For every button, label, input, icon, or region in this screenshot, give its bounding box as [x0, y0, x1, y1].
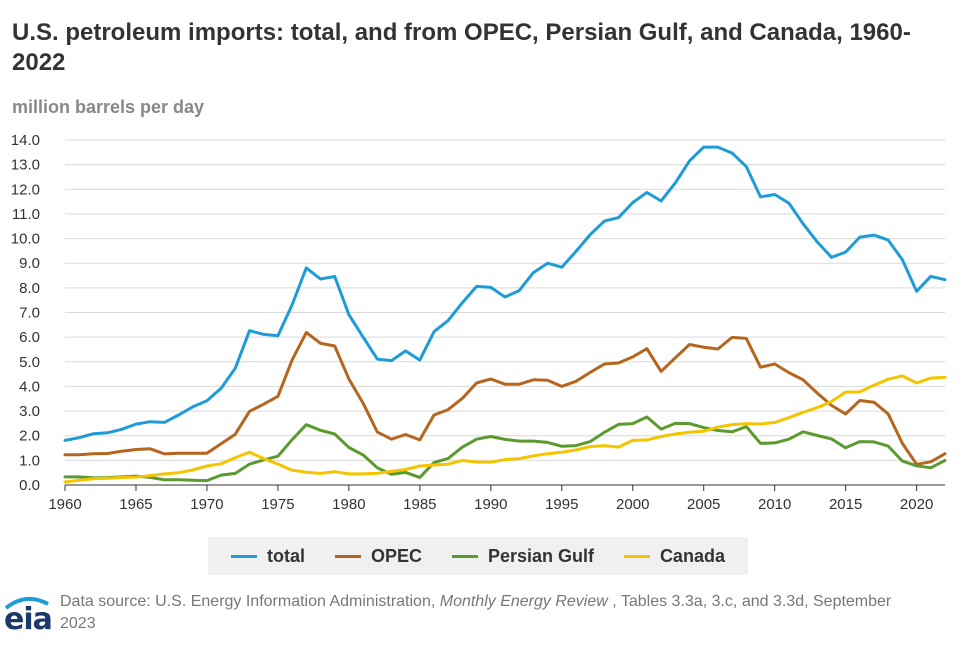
- y-tick-label: 13.0: [11, 157, 40, 174]
- y-tick-label: 0.0: [19, 477, 40, 494]
- legend-item-opec: OPEC: [334, 545, 422, 567]
- x-tick-label: 2020: [900, 496, 933, 513]
- series-line-persian-gulf: [63, 415, 947, 483]
- y-tick-label: 2.0: [19, 428, 40, 445]
- y-tick-label: 9.0: [19, 255, 40, 272]
- x-tick-label: 1975: [261, 496, 294, 513]
- series-lines: [63, 145, 947, 484]
- legend-item-persian-gulf: Persian Gulf: [451, 545, 594, 567]
- y-tick-label: 14.0: [11, 132, 40, 149]
- series-line-total: [63, 145, 947, 442]
- y-tick-label: 8.0: [19, 280, 40, 297]
- eia-logo-arc-icon: [4, 596, 49, 610]
- y-axis-ticks: 0.0 1.0 2.0 3.0 4.0 5.0 6.0 7.0 8.0 9.0 10.0 11.0 12…: [11, 132, 40, 494]
- legend-swatch-opec: [334, 554, 361, 558]
- legend-label-opec: OPEC: [370, 545, 422, 566]
- y-tick-label: 1.0: [19, 452, 40, 469]
- source-suffix: , Tables 3.3a, 3.c, and 3.3d, September …: [60, 593, 892, 632]
- legend-item-canada: Canada: [623, 545, 725, 567]
- y-tick-label: 11.0: [12, 206, 40, 223]
- series-line-canada: [63, 374, 947, 484]
- y-tick-label: 6.0: [19, 329, 40, 346]
- data-source-note: Data source: U.S. Energy Information Adm…: [60, 591, 920, 635]
- x-tick-label: 1985: [403, 496, 436, 513]
- y-tick-label: 12.0: [11, 181, 40, 198]
- gridlines: [65, 139, 945, 461]
- legend: total OPEC Persian Gulf Canada: [208, 537, 748, 575]
- source-prefix: Data source: U.S. Energy Information Adm…: [60, 593, 440, 610]
- y-tick-label: 3.0: [19, 403, 40, 420]
- legend-label-persian-gulf: Persian Gulf: [487, 545, 594, 566]
- x-tick-label: 2000: [616, 496, 649, 513]
- legend-item-total: total: [230, 545, 305, 567]
- y-tick-label: 5.0: [19, 354, 40, 371]
- x-tick-label: 1990: [474, 496, 507, 513]
- x-tick-label: 2010: [758, 496, 791, 513]
- eia-logo[interactable]: eia: [2, 590, 53, 637]
- x-tick-label: 1970: [190, 496, 223, 513]
- legend-label-canada: Canada: [659, 545, 725, 566]
- series-line-opec: [63, 331, 947, 466]
- y-tick-label: 10.0: [11, 231, 40, 248]
- x-tick-label: 1965: [119, 496, 152, 513]
- x-tick-label: 1960: [48, 496, 81, 513]
- chart-title: U.S. petroleum imports: total, and from …: [12, 19, 911, 76]
- legend-swatch-persian-gulf: [451, 554, 478, 558]
- x-tick-label: 2005: [687, 496, 720, 513]
- x-tick-label: 2015: [829, 496, 862, 513]
- legend-swatch-canada: [623, 554, 650, 558]
- legend-swatch-total: [230, 554, 257, 558]
- x-tick-label: 1995: [545, 496, 578, 513]
- footer: eia Data source: U.S. Energy Information…: [0, 588, 980, 648]
- line-chart: 0.0 1.0 2.0 3.0 4.0 5.0 6.0 7.0 8.0 9.0 10.0 11.0 12…: [11, 132, 947, 513]
- y-tick-label: 7.0: [19, 305, 40, 322]
- eia-logo-text: eia: [4, 602, 53, 637]
- y-tick-label: 4.0: [19, 378, 40, 395]
- x-tick-label: 1980: [332, 496, 365, 513]
- units-label: million barrels per day: [12, 97, 205, 117]
- source-publication: Monthly Energy Review: [439, 593, 608, 610]
- x-axis: 1960 1965 1970 1975 1980 1985 1990 1995 2000 2005…: [48, 484, 945, 513]
- legend-label-total: total: [266, 545, 305, 566]
